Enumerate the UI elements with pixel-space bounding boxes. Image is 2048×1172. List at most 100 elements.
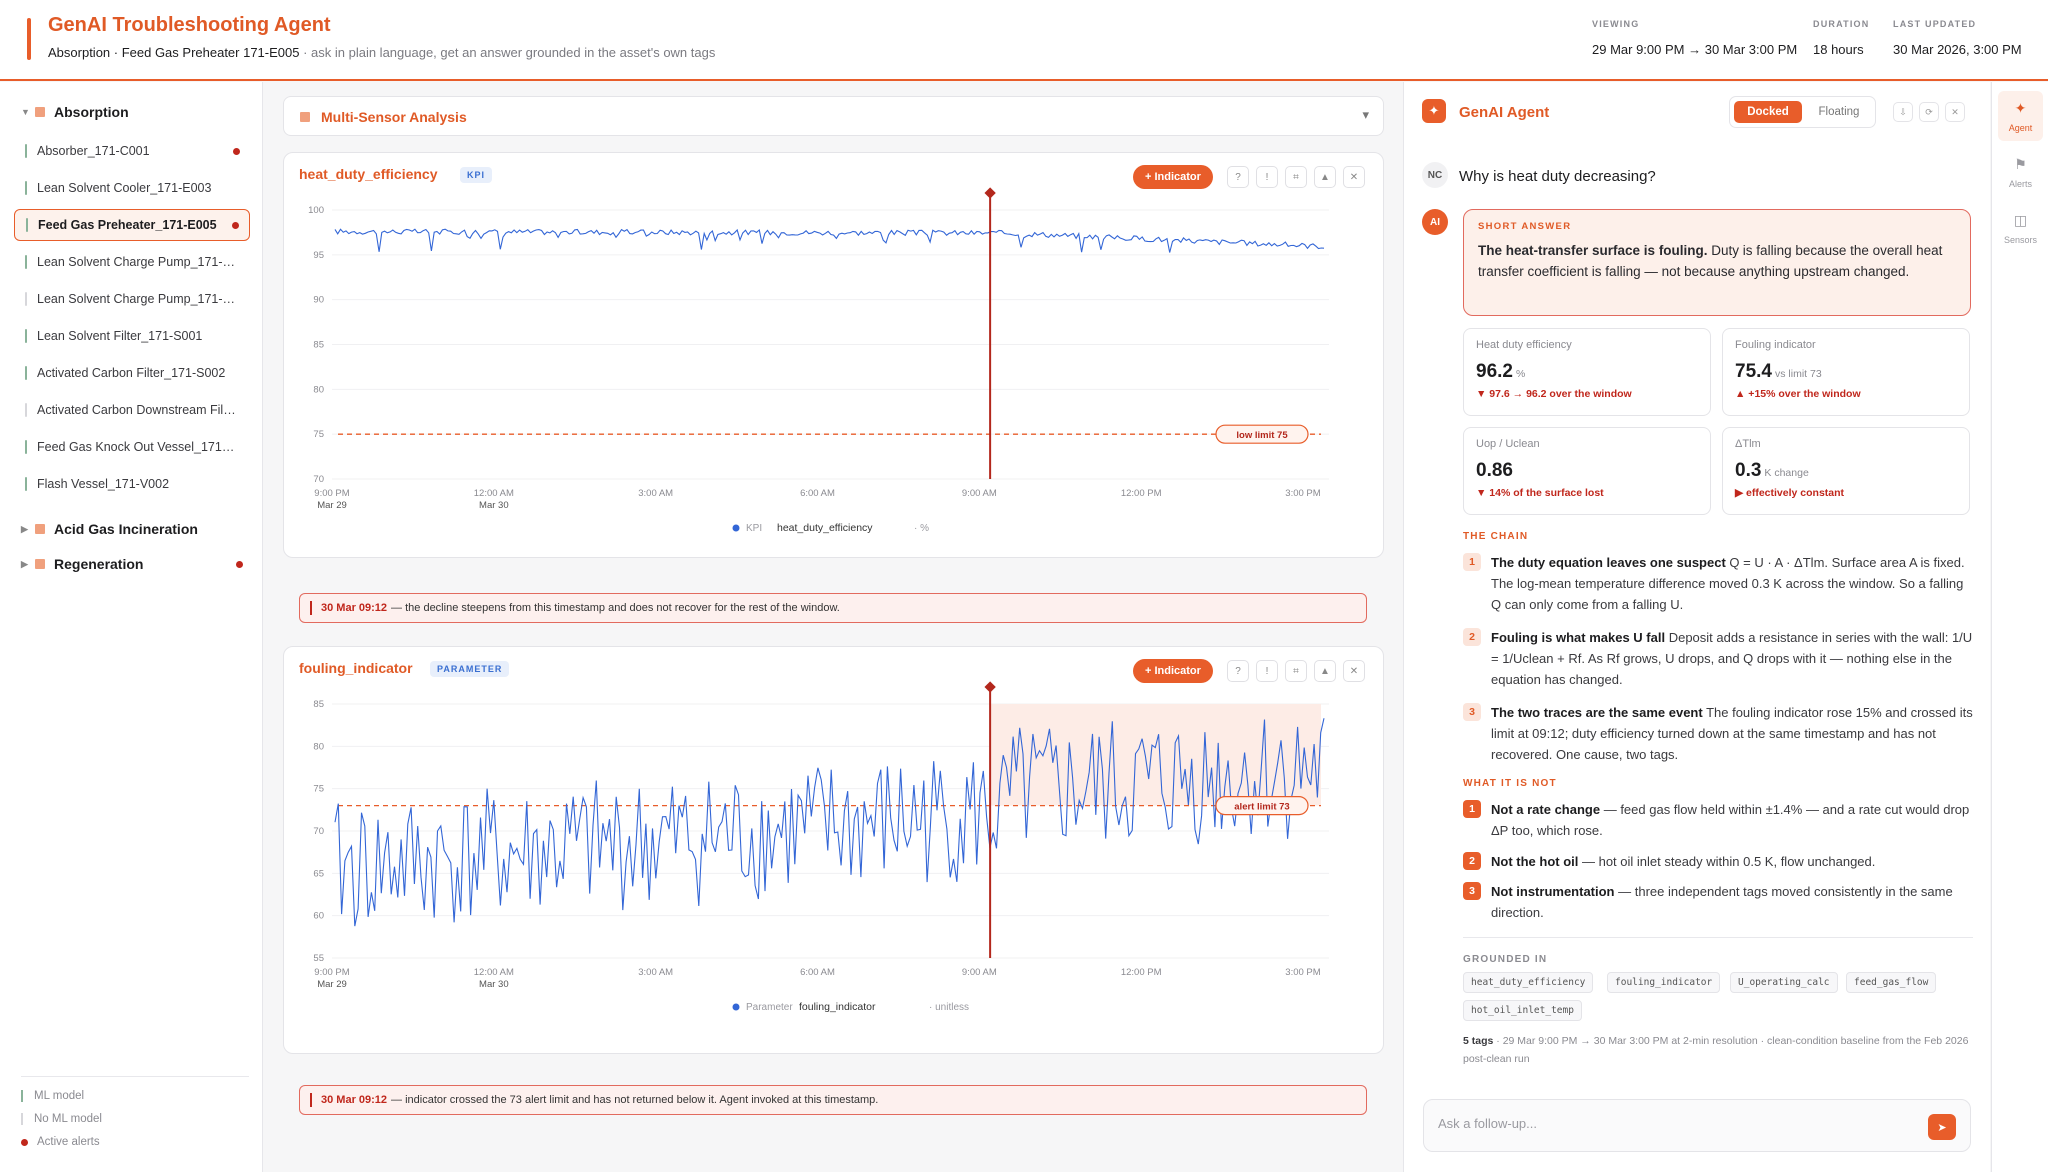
duration-meta: DURATION 18 hours [1813, 19, 1869, 57]
tree-item-label: Flash Vessel_171-V002 [37, 477, 170, 491]
chart-title: heat_duty_efficiency [299, 166, 438, 182]
x-tick-label: 3:00 AM [638, 488, 673, 499]
app-header: GenAI Troubleshooting Agent Absorption ·… [0, 0, 2048, 81]
tree-item-label: Feed Gas Knock Out Vessel_171-V001 [37, 440, 237, 454]
section-square-icon [300, 112, 310, 122]
rail-label: Alerts [2008, 178, 2032, 189]
tree-item-label: Absorber_171-C001 [37, 144, 150, 158]
add-indicator-button[interactable]: + Indicator [1133, 659, 1213, 683]
x-tick-sublabel: Mar 29 [317, 979, 347, 990]
user-question: Why is heat duty decreasing? [1459, 168, 1656, 185]
send-icon[interactable]: ➤ [1928, 1114, 1956, 1140]
tag-chip[interactable]: U_operating_calc [1730, 972, 1838, 993]
collapse-icon[interactable]: ▲ [1314, 660, 1336, 682]
foot-text: · 29 Mar 9:00 PM → 30 Mar 3:00 PM at 2-m… [1463, 1035, 1969, 1065]
step-text: — three independent tags moved consisten… [1491, 884, 1953, 920]
chain-step: 1 The duty equation leaves one suspect Q … [1463, 552, 1973, 615]
refresh-icon[interactable]: ⟳ [1919, 102, 1939, 122]
x-tick-sublabel: Mar 29 [317, 500, 347, 511]
download-icon[interactable]: ⇩ [1893, 102, 1913, 122]
kpi-value: 96.2 [1476, 361, 1513, 382]
tree-item[interactable]: Activated Carbon Downstream Filter [14, 394, 250, 426]
step-bold: Not the hot oil [1491, 854, 1579, 869]
followup-input[interactable] [1438, 1116, 1898, 1131]
kpi-value: 75.4 [1735, 361, 1772, 382]
tree-item[interactable]: Lean Solvent Cooler_171-E003 [14, 172, 250, 204]
updated-meta: LAST UPDATED 30 Mar 2026, 3:00 PM [1893, 19, 2022, 57]
short-answer-text: The heat-transfer surface is fouling. Du… [1478, 240, 1956, 282]
chart-card-heat-duty: heat_duty_efficiency KPI + Indicator ? !… [283, 152, 1385, 623]
not-caption: WHAT IT IS NOT [1463, 778, 1557, 789]
x-tick-label: 9:00 AM [962, 967, 997, 978]
chart-title: fouling_indicator [299, 660, 413, 676]
x-tick-label: 9:00 AM [962, 488, 997, 499]
tag-chip[interactable]: fouling_indicator [1607, 972, 1721, 993]
tree-group-acid-gas[interactable]: ▶ Acid Gas Incineration [21, 521, 198, 537]
tree-item[interactable]: Lean Solvent Filter_171-S001 [14, 320, 250, 352]
kpi-label: Uop / Uclean [1476, 438, 1540, 450]
x-tick-label: 12:00 PM [1121, 967, 1162, 978]
tree-item-selected[interactable]: Feed Gas Preheater_171-E005 [14, 209, 250, 241]
close-icon[interactable]: ✕ [1343, 166, 1365, 188]
no-ml-model-icon [21, 1113, 23, 1125]
asset-path: Absorption · Feed Gas Preheater 171-E005 [48, 45, 300, 60]
chain-caption: THE CHAIN [1463, 531, 1529, 542]
grid-icon[interactable]: ⌗ [1285, 166, 1307, 188]
kpi-value: 0.3 [1735, 460, 1762, 481]
collapse-icon[interactable]: ▲ [1314, 166, 1336, 188]
help-icon[interactable]: ? [1227, 660, 1249, 682]
app-title: GenAI Troubleshooting Agent [48, 14, 331, 36]
not-step: 1 Not a rate change — feed gas flow held … [1463, 799, 1973, 841]
step-number: 1 [1463, 800, 1481, 818]
tree-group-absorption[interactable]: ▼ Absorption [21, 104, 129, 120]
tree-item[interactable]: Lean Solvent Charge Pump_171-P002B [14, 283, 250, 315]
close-icon[interactable]: ✕ [1343, 660, 1365, 682]
step-text: Deposit adds a resistance in series with… [1491, 630, 1973, 687]
y-tick-label: 75 [313, 784, 324, 795]
tree-item[interactable]: Flash Vessel_171-V002 [14, 468, 250, 500]
chain-step: 2 Fouling is what makes U fall Deposit ad… [1463, 627, 1973, 690]
docked-option[interactable]: Docked [1734, 101, 1802, 123]
legend-dot-icon [732, 524, 740, 532]
short-answer-body: Duty is falling because the overall heat… [1478, 243, 1943, 279]
note-text: — the decline steepens from this timesta… [391, 602, 840, 614]
y-tick-label: 60 [313, 911, 324, 922]
close-icon[interactable]: ✕ [1945, 102, 1965, 122]
event-note: 30 Mar 09:12— the decline steepens from … [299, 593, 1367, 623]
y-tick-label: 85 [313, 340, 324, 351]
alert-dot-icon [236, 560, 243, 568]
x-tick-label: 9:00 PM [314, 488, 349, 499]
tree-item[interactable]: Absorber_171-C001 [14, 135, 250, 167]
tree-group-regeneration[interactable]: ▶ Regeneration [21, 556, 243, 572]
tree-item[interactable]: Lean Solvent Charge Pump_171-P002A [14, 246, 250, 278]
legend-unit: · unitless [929, 1002, 969, 1013]
not-step: 3 Not instrumentation — three independent… [1463, 881, 1973, 923]
tag-chip[interactable]: feed_gas_flow [1846, 972, 1937, 993]
grid-icon[interactable]: ⌗ [1285, 660, 1307, 682]
rail-alerts[interactable]: ⚑ Alerts [1998, 147, 2043, 197]
header-accent [27, 18, 31, 60]
kpi-delta: ▶ effectively constant [1735, 487, 1845, 499]
help-icon[interactable]: ? [1227, 166, 1249, 188]
kpi-delta: ▲ +15% over the window [1735, 388, 1861, 400]
tree-item[interactable]: Feed Gas Knock Out Vessel_171-V001 [14, 431, 250, 463]
rail-sensors[interactable]: ◫ Sensors [1998, 203, 2043, 253]
tree-item[interactable]: Activated Carbon Filter_171-S002 [14, 357, 250, 389]
alert-icon[interactable]: ! [1256, 660, 1278, 682]
legend-alerts: Active alerts [21, 1136, 100, 1148]
chevron-down-icon[interactable]: ▾ [1362, 107, 1369, 122]
event-note: 30 Mar 09:12— indicator crossed the 73 a… [299, 1085, 1367, 1115]
alert-icon[interactable]: ! [1256, 166, 1278, 188]
tag-chip[interactable]: heat_duty_efficiency [1463, 972, 1594, 993]
floating-option[interactable]: Floating [1818, 106, 1860, 118]
tag-chip[interactable]: hot_oil_inlet_temp [1463, 1000, 1582, 1021]
add-indicator-button[interactable]: + Indicator [1133, 165, 1213, 189]
agent-spark-icon: ✦ [1422, 99, 1446, 123]
rail-agent[interactable]: ✦ Agent [1998, 91, 2043, 141]
divider [1463, 937, 1973, 938]
group-label: Absorption [54, 104, 129, 120]
multi-sensor-header[interactable]: Multi-Sensor Analysis ▾ [283, 96, 1384, 136]
legend-prefix: Parameter [746, 1002, 793, 1013]
